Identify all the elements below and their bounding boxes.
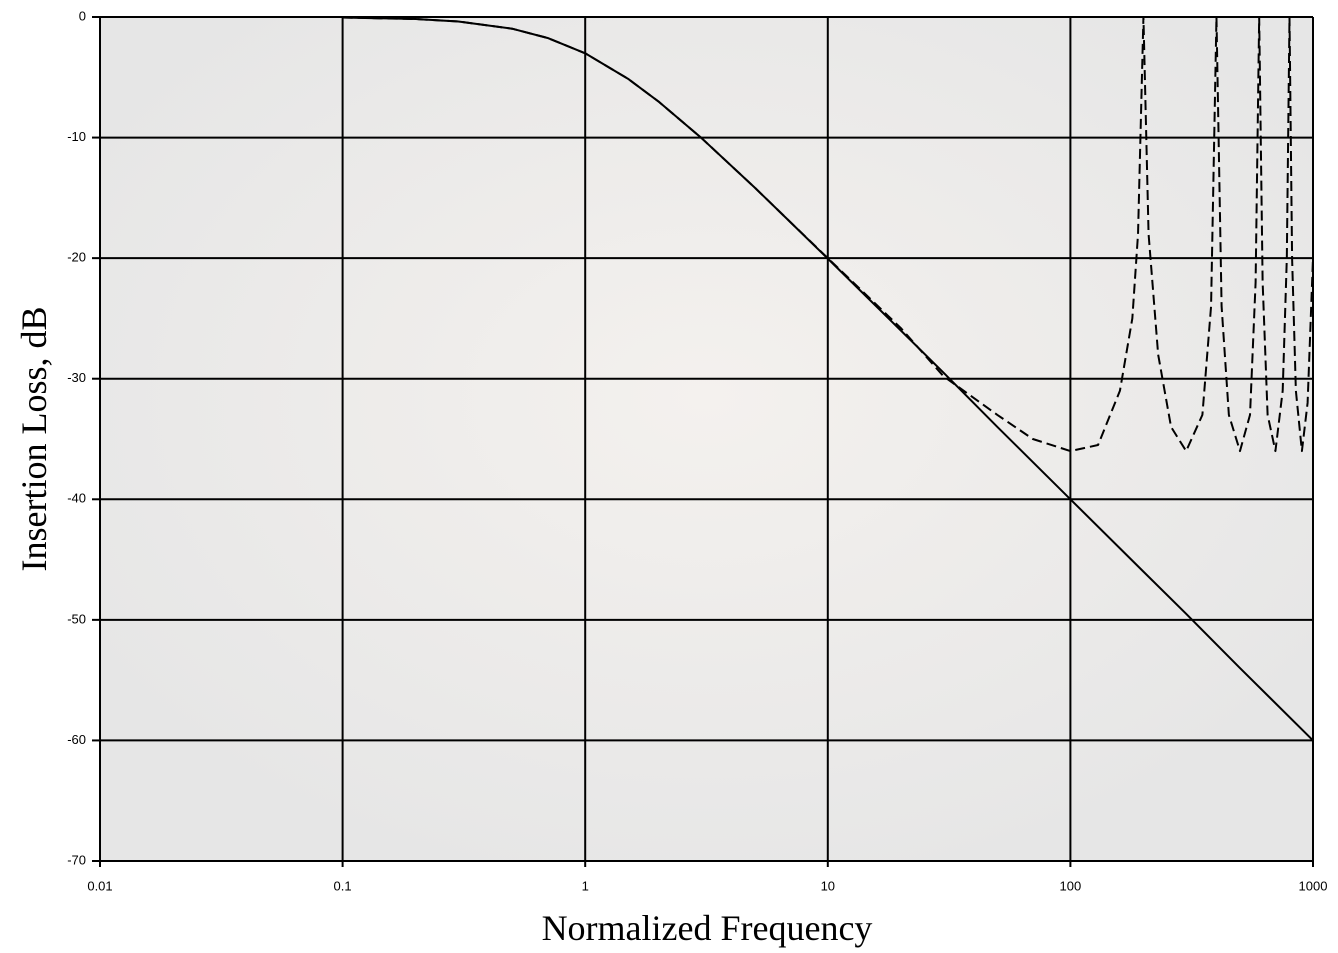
x-axis-title: Normalized Frequency xyxy=(542,908,873,948)
y-tick-label: -70 xyxy=(67,852,86,867)
y-tick-label: -30 xyxy=(67,370,86,385)
y-tick-label: -40 xyxy=(67,491,86,506)
x-tick-label: 10 xyxy=(821,878,835,893)
y-tick-label: -20 xyxy=(67,250,86,265)
x-tick-label: 1 xyxy=(582,878,589,893)
x-tick-label: 100 xyxy=(1060,878,1082,893)
chart: Normalized Frequency Insertion Loss, dB … xyxy=(0,0,1338,953)
y-tick-label: 0 xyxy=(79,8,86,23)
x-tick-label: 1000 xyxy=(1299,878,1328,893)
y-tick-label: -10 xyxy=(67,129,86,144)
y-axis-title: Insertion Loss, dB xyxy=(14,307,54,572)
y-tick-label: -50 xyxy=(67,611,86,626)
y-tick-label: -60 xyxy=(67,732,86,747)
x-tick-label: 0.01 xyxy=(87,878,112,893)
x-tick-label: 0.1 xyxy=(334,878,352,893)
